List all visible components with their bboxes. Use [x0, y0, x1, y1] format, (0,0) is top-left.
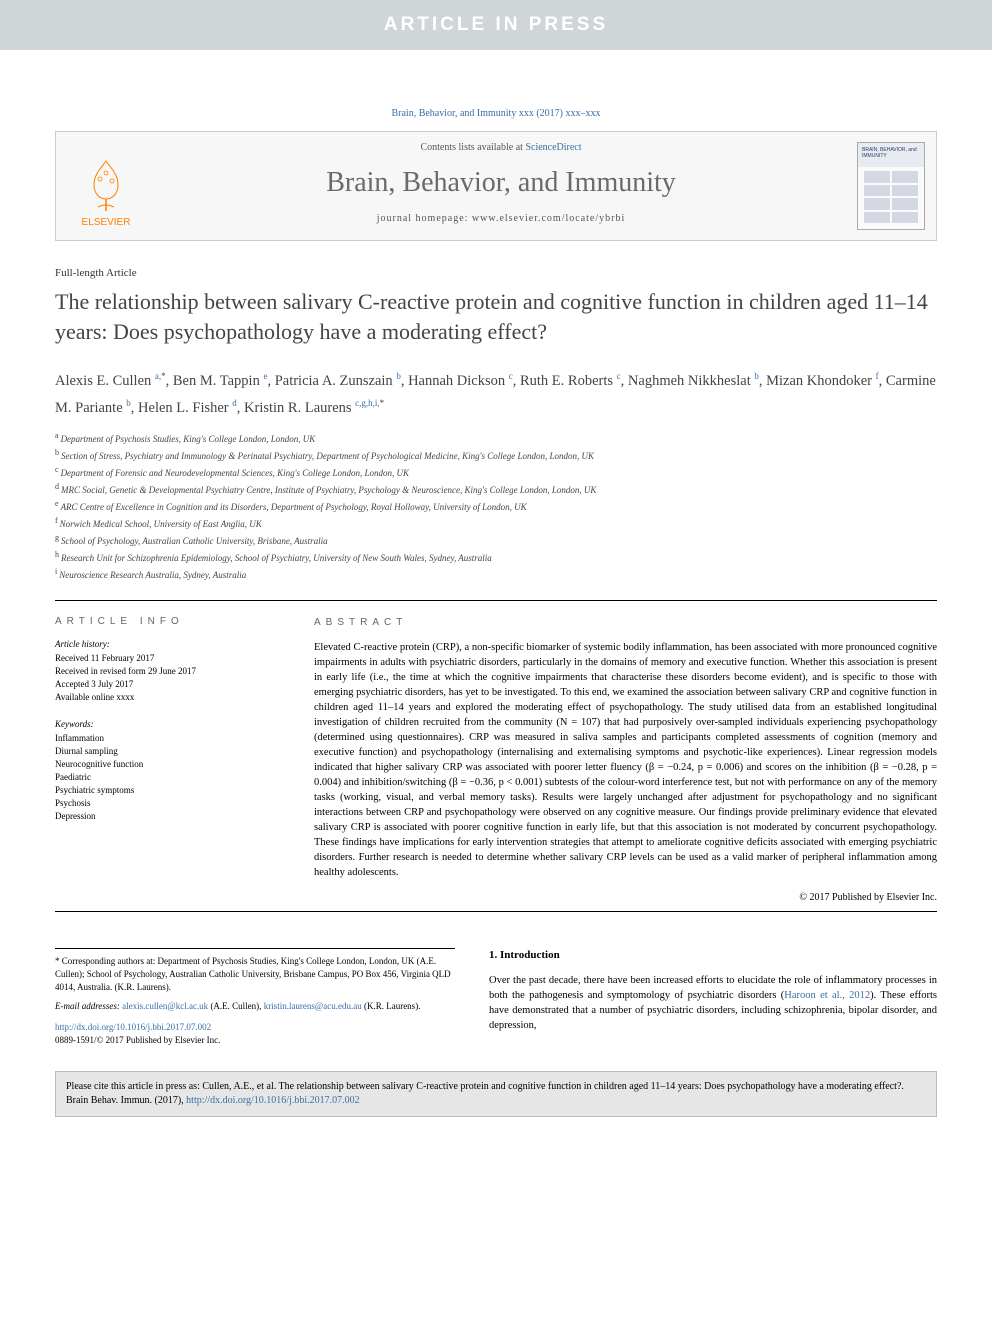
publisher-name: ELSEVIER: [82, 217, 131, 228]
history-lines: Received 11 February 2017Received in rev…: [55, 652, 280, 704]
publisher-logo: ELSEVIER: [56, 132, 156, 240]
corresponding-authors: * Corresponding authors at: Department o…: [55, 955, 455, 994]
email-link-1[interactable]: alexis.cullen@kcl.ac.uk: [122, 1001, 208, 1011]
cover-title-text: BRAIN, BEHAVIOR, and IMMUNITY: [862, 147, 920, 159]
article-info: ARTICLE INFO Article history: Received 1…: [55, 615, 280, 905]
journal-name: Brain, Behavior, and Immunity: [156, 161, 846, 213]
lower-two-col: * Corresponding authors at: Department o…: [55, 948, 937, 1047]
issn-line: 0889-1591/© 2017 Published by Elsevier I…: [55, 1034, 455, 1047]
contents-available-line: Contents lists available at ScienceDirec…: [156, 142, 846, 153]
contents-text: Contents lists available at: [420, 142, 525, 153]
info-abstract-row: ARTICLE INFO Article history: Received 1…: [55, 615, 937, 905]
cite-doi-link[interactable]: http://dx.doi.org/10.1016/j.bbi.2017.07.…: [186, 1095, 359, 1106]
intro-paragraph: Over the past decade, there have been in…: [489, 973, 937, 1033]
keywords-label: Keywords:: [55, 718, 280, 731]
corresponding-block: * Corresponding authors at: Department o…: [55, 948, 455, 1047]
article-title: The relationship between salivary C-reac…: [55, 287, 937, 347]
introduction: 1. Introduction Over the past decade, th…: [489, 948, 937, 1047]
abstract-text: Elevated C-reactive protein (CRP), a non…: [314, 640, 937, 880]
please-cite-box: Please cite this article in press as: Cu…: [55, 1071, 937, 1117]
journal-header-center: Contents lists available at ScienceDirec…: [156, 132, 846, 240]
email-link-2[interactable]: kristin.laurens@acu.edu.au: [264, 1001, 362, 1011]
email-line: E-mail addresses: alexis.cullen@kcl.ac.u…: [55, 1000, 455, 1013]
doi-block: http://dx.doi.org/10.1016/j.bbi.2017.07.…: [55, 1021, 455, 1047]
copyright-line: © 2017 Published by Elsevier Inc.: [314, 890, 937, 905]
journal-homepage-line: journal homepage: www.elsevier.com/locat…: [156, 213, 846, 224]
author-list: Alexis E. Cullen a,*, Ben M. Tappin e, P…: [55, 365, 937, 419]
cover-grid: [864, 171, 918, 223]
abstract-col: ABSTRACT Elevated C-reactive protein (CR…: [314, 615, 937, 905]
cover-image: BRAIN, BEHAVIOR, and IMMUNITY: [857, 142, 925, 230]
history-label: Article history:: [55, 638, 280, 651]
journal-cover-thumb: BRAIN, BEHAVIOR, and IMMUNITY: [846, 132, 936, 240]
affiliation-list: aDepartment of Psychosis Studies, King's…: [55, 429, 937, 582]
journal-header: ELSEVIER Contents lists available at Sci…: [55, 131, 937, 241]
intro-heading: 1. Introduction: [489, 948, 937, 963]
email-who-1: (A.E. Cullen),: [208, 1001, 264, 1011]
article-type: Full-length Article: [55, 267, 937, 279]
in-press-banner: ARTICLE IN PRESS: [0, 0, 992, 50]
divider: [55, 911, 937, 912]
top-citation: Brain, Behavior, and Immunity xxx (2017)…: [55, 90, 937, 131]
keyword-list: InflammationDiurnal samplingNeurocogniti…: [55, 732, 280, 823]
elsevier-tree-icon: [82, 157, 130, 213]
abstract-heading: ABSTRACT: [314, 615, 937, 630]
email-label: E-mail addresses:: [55, 1001, 122, 1011]
sciencedirect-link[interactable]: ScienceDirect: [525, 142, 581, 153]
article-info-heading: ARTICLE INFO: [55, 615, 280, 628]
intro-citation[interactable]: Haroon et al., 2012: [784, 990, 870, 1001]
doi-link[interactable]: http://dx.doi.org/10.1016/j.bbi.2017.07.…: [55, 1021, 455, 1034]
divider: [55, 600, 937, 601]
email-who-2: (K.R. Laurens).: [362, 1001, 421, 1011]
page: Brain, Behavior, and Immunity xxx (2017)…: [0, 50, 992, 1147]
